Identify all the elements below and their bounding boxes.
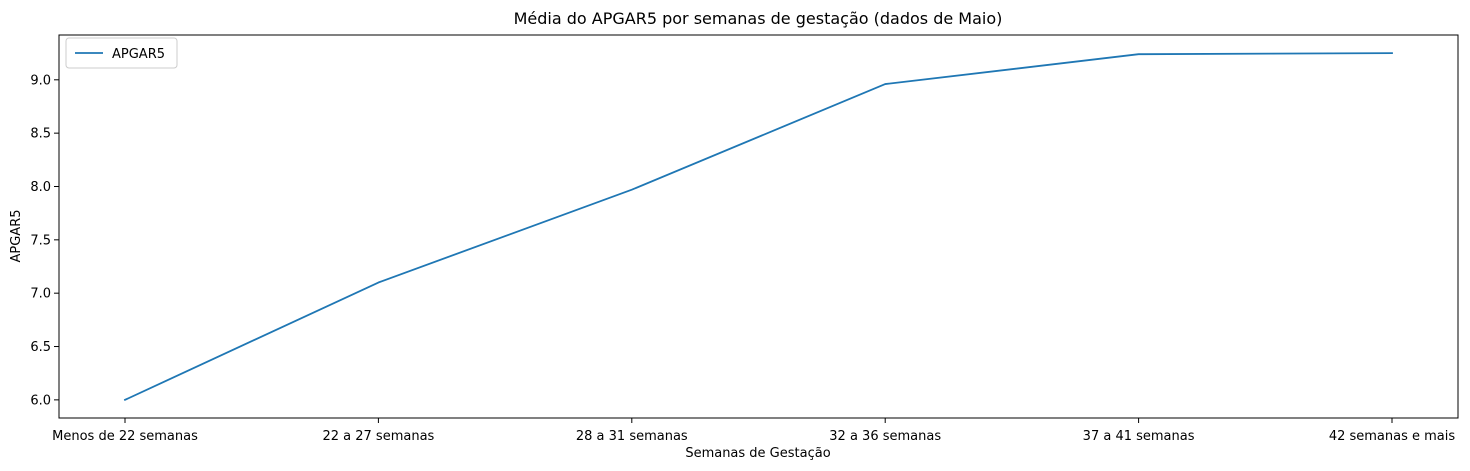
legend-label: APGAR5 <box>112 47 165 62</box>
legend-box <box>65 37 178 69</box>
x-tick-label: 22 a 27 semanas <box>322 429 434 444</box>
plot-area <box>58 34 1459 419</box>
x-tick-label: 37 a 41 semanas <box>1083 429 1195 444</box>
y-tick-label: 7.5 <box>30 233 51 248</box>
x-tick-label: 32 a 36 semanas <box>829 429 941 444</box>
y-tick-label: 6.5 <box>30 340 51 355</box>
x-tick-label: 28 a 31 semanas <box>576 429 688 444</box>
axes-frame <box>58 34 1459 419</box>
x-axis-label: Semanas de Gestação <box>685 446 830 461</box>
y-axis-label: APGAR5 <box>9 209 24 262</box>
y-tick-label: 8.0 <box>30 180 51 195</box>
y-tick-label: 8.5 <box>30 127 51 142</box>
x-tick-label: 42 semanas e mais <box>1329 429 1456 444</box>
y-tick-label: 7.0 <box>30 287 51 302</box>
y-tick-label: 6.0 <box>30 393 51 408</box>
legend: APGAR5 <box>65 37 178 69</box>
x-tick-label: Menos de 22 semanas <box>52 429 198 444</box>
y-axis-ticks: 6.0 6.5 7.0 7.5 8.0 8.5 9.0 <box>30 73 59 408</box>
y-tick-label: 9.0 <box>30 73 51 88</box>
series-layer <box>123 52 1393 402</box>
chart-title: Média do APGAR5 por semanas de gestação … <box>514 9 1003 28</box>
series-line-apgar5 <box>123 52 1393 402</box>
x-axis-ticks: Menos de 22 semanas 22 a 27 semanas 28 a 3… <box>52 418 1455 444</box>
